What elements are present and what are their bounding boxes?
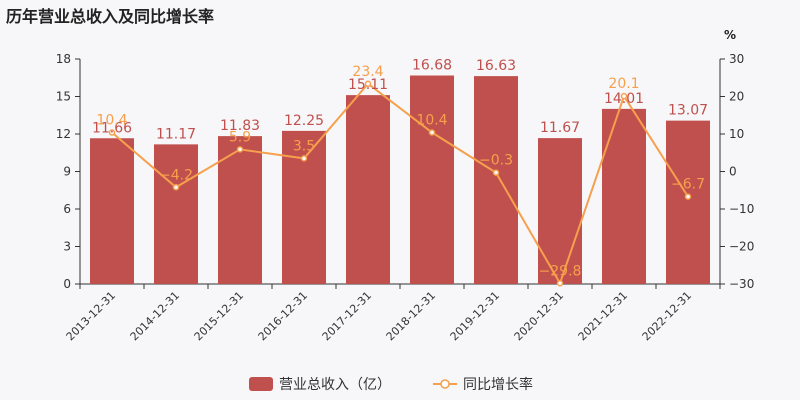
y-left-tick-label: 0 [63, 277, 71, 291]
bar-value-label: 15.11 [348, 77, 388, 93]
growth-rate-point [300, 155, 308, 162]
bar [90, 138, 134, 284]
growth-rate-value-label: 20.1 [608, 76, 639, 92]
y-right-tick-label: 30 [729, 52, 744, 66]
growth-rate-point [620, 92, 628, 100]
growth-rate-value-label: 10.4 [96, 113, 127, 129]
growth-rate-point [492, 169, 500, 176]
legend-line-marker [440, 379, 450, 389]
growth-rate-point [236, 146, 244, 153]
growth-rate-line [111, 82, 689, 286]
x-tick-label: 2022-12-31 [640, 289, 694, 343]
x-tick-label: 2013-12-31 [64, 289, 118, 343]
bar [218, 136, 262, 284]
growth-rate-point [172, 184, 180, 191]
bar-value-label: 14.01 [604, 91, 644, 107]
growth-rate-value-label: 5.9 [229, 129, 251, 145]
bar-value-label: 12.25 [284, 113, 324, 129]
growth-rate-value-label: 10.4 [416, 113, 447, 129]
x-tick-label: 2018-12-31 [384, 289, 438, 343]
x-tick-label: 2016-12-31 [256, 289, 310, 343]
bar-value-label: 11.83 [220, 118, 260, 134]
bar [474, 76, 518, 284]
x-tick-label: 2020-12-31 [512, 289, 566, 343]
growth-rate-value-label: −6.7 [671, 177, 705, 193]
legend-bar-swatch [249, 377, 273, 391]
growth-rate-value-label: −29.8 [539, 263, 582, 279]
bar-value-label: 13.07 [668, 103, 708, 119]
x-tick-label: 2015-12-31 [192, 289, 246, 343]
y-left-tick-label: 9 [63, 165, 71, 179]
legend-bar-label: 营业总收入（亿） [279, 377, 391, 393]
growth-rate-value-label: 3.5 [293, 138, 315, 154]
growth-rate-point [364, 80, 372, 87]
y-left-tick-label: 6 [63, 202, 71, 216]
bar-value-label: 11.17 [156, 126, 196, 142]
x-tick-label: 2021-12-31 [576, 289, 630, 343]
y-left-tick-label: 15 [56, 90, 71, 104]
x-tick-label: 2014-12-31 [128, 289, 182, 343]
y-right-tick-label: −10 [729, 202, 754, 216]
growth-rate-point [684, 193, 692, 200]
y-right-tick-label: −30 [729, 277, 754, 291]
growth-rate-value-label: −4.2 [159, 167, 193, 183]
x-tick-label: 2017-12-31 [320, 289, 374, 343]
y-left-tick-label: 12 [56, 127, 71, 141]
bar [602, 108, 646, 284]
y-right-tick-label: 0 [729, 165, 737, 179]
growth-rate-point [108, 129, 116, 136]
y-right-tick-label: 10 [729, 127, 744, 141]
legend-line-label: 同比增长率 [463, 376, 533, 393]
bar [154, 144, 198, 284]
chart-title: 历年营业总收入及同比增长率 [6, 7, 215, 26]
growth-rate-value-label: 23.4 [352, 64, 383, 80]
y-right-tick-label: −20 [729, 240, 754, 254]
bar [346, 95, 390, 284]
bar [666, 120, 710, 284]
bar [410, 75, 454, 284]
bar-value-label: 11.67 [540, 120, 580, 136]
bar-value-label: 16.68 [412, 58, 452, 74]
growth-rate-value-label: −0.3 [479, 153, 513, 169]
bar [538, 138, 582, 284]
bar-value-label: 16.63 [476, 58, 516, 74]
y-right-unit-label: % [724, 28, 736, 42]
y-left-tick-label: 18 [56, 52, 71, 66]
bar-value-label: 11.66 [92, 120, 132, 136]
growth-rate-point [556, 280, 564, 287]
x-tick-label: 2019-12-31 [448, 289, 502, 343]
y-right-tick-label: 20 [729, 90, 744, 104]
growth-rate-point [428, 129, 436, 136]
y-left-tick-label: 3 [63, 240, 71, 254]
